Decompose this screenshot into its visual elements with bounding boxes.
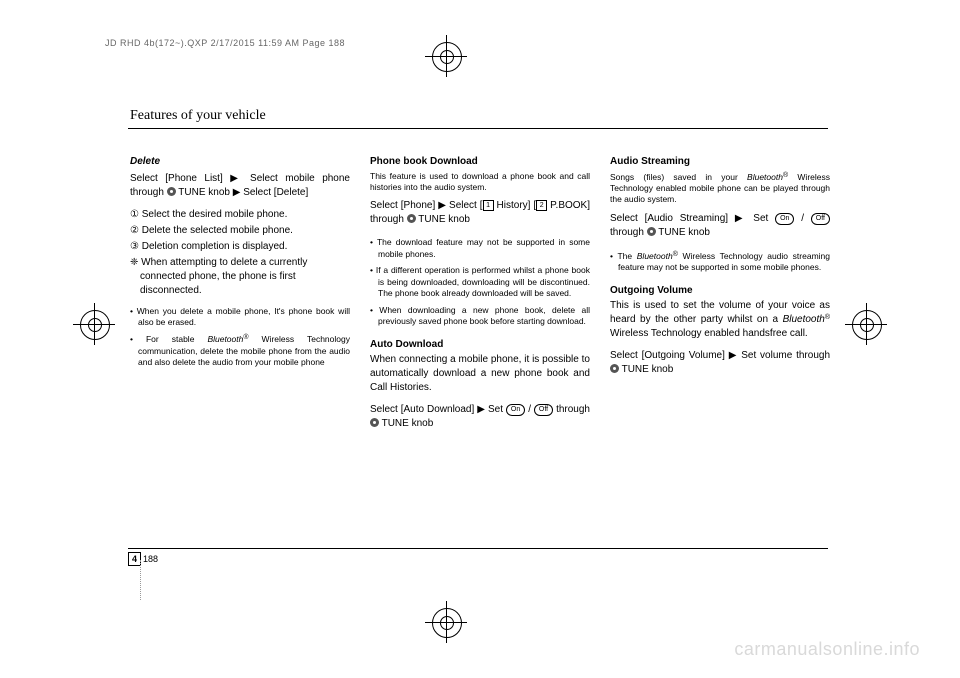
binding-dots <box>140 560 142 600</box>
list-item: ② Delete the selected mobile phone. <box>130 224 350 238</box>
heading-audiostreaming: Audio Streaming <box>610 155 830 169</box>
text: Select [Outgoing Volume] ▶ Set volume th… <box>610 350 830 361</box>
bullet-item: • The download feature may not be suppor… <box>370 237 590 260</box>
heading-outgoingvolume: Outgoing Volume <box>610 284 830 298</box>
heading-phonebook: Phone book Download <box>370 155 590 169</box>
body-delete: Select [Phone List] ▶ Select mobile phon… <box>130 172 350 200</box>
bluetooth-word: Bluetooth <box>783 314 825 325</box>
delete-steps: ① Select the desired mobile phone. ② Del… <box>130 208 350 298</box>
list-item: ❈ When attempting to delete a currently … <box>130 256 350 298</box>
tune-knob-icon <box>610 364 619 373</box>
body-autodownload-2: Select [Auto Download] ▶ Set On / Off th… <box>370 403 590 431</box>
off-pill: Off <box>811 213 830 225</box>
on-pill: On <box>775 213 794 225</box>
key-1-icon: 1 <box>483 200 494 211</box>
section-title: Features of your vehicle <box>130 108 266 124</box>
text: History] [ <box>494 200 537 211</box>
heading-delete: Delete <box>130 155 350 169</box>
body-autodownload-1: When connecting a mobile phone, it is po… <box>370 353 590 395</box>
text: • The <box>610 251 637 261</box>
watermark: carmanualsonline.info <box>734 639 920 660</box>
audiostreaming-notes: • The Bluetooth® Wireless Technology aud… <box>610 250 830 274</box>
body-audiostreaming-2: Select [Audio Streaming] ▶ Set On / Off … <box>610 212 830 240</box>
body-audiostreaming-1: Songs (files) saved in your Bluetooth® W… <box>610 171 830 206</box>
list-item: ③ Deletion completion is displayed. <box>130 240 350 254</box>
registration-mark-top <box>422 32 470 80</box>
text: TUNE knob <box>416 214 470 225</box>
tune-knob-icon <box>407 214 416 223</box>
footer-rule <box>128 548 828 549</box>
page-number: 4188 <box>128 552 158 566</box>
column-3: Audio Streaming Songs (files) saved in y… <box>610 155 830 439</box>
content-columns: Delete Select [Phone List] ▶ Select mobi… <box>130 155 830 439</box>
body-phonebook: Select [Phone] ▶ Select [1 History] [2 P… <box>370 199 590 227</box>
tune-knob-icon <box>647 227 656 236</box>
body-outgoingvolume-1: This is used to set the volume of your v… <box>610 299 830 341</box>
text: through <box>610 227 647 238</box>
bluetooth-word: Bluetooth <box>207 334 243 344</box>
text: Select [Audio Streaming] ▶ Set <box>610 213 775 224</box>
on-pill: On <box>506 404 525 416</box>
bullet-item: • If a different operation is performed … <box>370 265 590 299</box>
registration-mark-bottom <box>422 598 470 646</box>
tune-knob-icon <box>167 187 176 196</box>
page-number-value: 188 <box>143 554 158 564</box>
phonebook-notes: • The download feature may not be suppor… <box>370 237 590 327</box>
text: TUNE knob <box>379 418 433 429</box>
key-2-icon: 2 <box>536 200 547 211</box>
delete-notes: • When you delete a mobile phone, It's p… <box>130 306 350 369</box>
text: Wireless Technology enabled handsfree ca… <box>610 328 808 339</box>
text: TUNE knob <box>619 364 673 375</box>
heading-autodownload: Auto Download <box>370 338 590 352</box>
text: Songs (files) saved in your <box>610 172 747 182</box>
text: TUNE knob ▶ Select [Delete] <box>176 187 309 198</box>
text: Select [Auto Download] ▶ Set <box>370 404 506 415</box>
body-outgoingvolume-2: Select [Outgoing Volume] ▶ Set volume th… <box>610 349 830 377</box>
bullet-item: • The Bluetooth® Wireless Technology aud… <box>610 250 830 274</box>
column-1: Delete Select [Phone List] ▶ Select mobi… <box>130 155 350 439</box>
text: / <box>794 213 810 224</box>
text: • For stable <box>130 334 207 344</box>
bullet-item: • For stable Bluetooth® Wireless Technol… <box>130 333 350 368</box>
column-2: Phone book Download This feature is used… <box>370 155 590 439</box>
manual-page: JD RHD 4b(172~).QXP 2/17/2015 11:59 AM P… <box>0 0 960 678</box>
registration-mark-left <box>70 300 118 348</box>
text: Select [Phone] ▶ Select [ <box>370 200 483 211</box>
text: through <box>553 404 590 415</box>
bullet-item: • When downloading a new phone book, del… <box>370 305 590 328</box>
list-item: ① Select the desired mobile phone. <box>130 208 350 222</box>
print-header: JD RHD 4b(172~).QXP 2/17/2015 11:59 AM P… <box>105 38 345 48</box>
bluetooth-word: Bluetooth <box>637 251 673 261</box>
off-pill: Off <box>534 404 553 416</box>
title-rule <box>128 128 828 129</box>
text: / <box>525 404 534 415</box>
registration-mark-right <box>842 300 890 348</box>
text: TUNE knob <box>656 227 710 238</box>
note-phonebook: This feature is used to download a phone… <box>370 171 590 194</box>
bullet-item: • When you delete a mobile phone, It's p… <box>130 306 350 329</box>
tune-knob-icon <box>370 418 379 427</box>
registered-icon: ® <box>825 314 830 321</box>
bluetooth-word: Bluetooth <box>747 172 783 182</box>
